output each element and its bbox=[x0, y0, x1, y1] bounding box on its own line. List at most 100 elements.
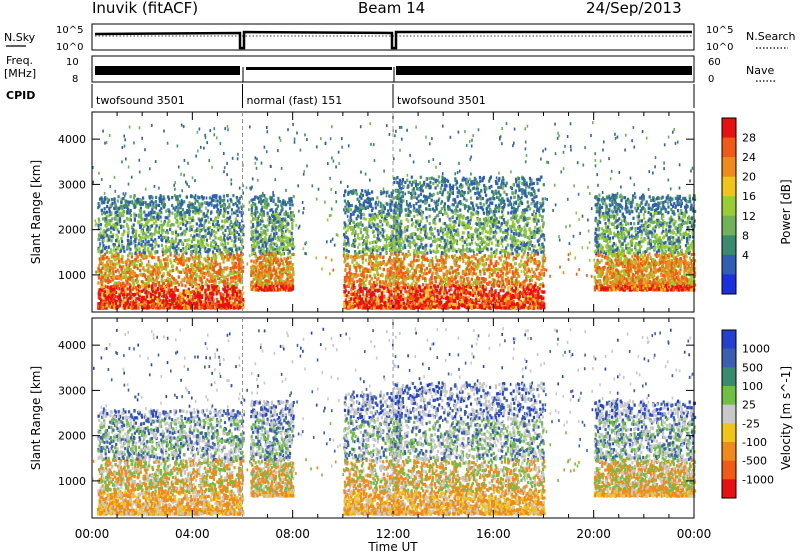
data-cell bbox=[279, 217, 281, 220]
data-cell bbox=[155, 263, 157, 266]
data-cell bbox=[129, 303, 131, 306]
data-cell bbox=[280, 253, 282, 256]
data-cell bbox=[112, 223, 114, 226]
data-cell bbox=[175, 196, 177, 199]
data-cell bbox=[292, 279, 294, 282]
data-cell bbox=[106, 250, 108, 253]
data-cell bbox=[97, 281, 99, 284]
data-cell bbox=[363, 253, 365, 256]
data-cell bbox=[361, 189, 363, 192]
data-cell bbox=[217, 220, 219, 223]
freq-tick-bottom: 8 bbox=[72, 74, 78, 85]
data-cell bbox=[229, 284, 231, 287]
data-cell bbox=[183, 211, 185, 214]
data-cell bbox=[136, 264, 138, 267]
data-cell bbox=[351, 244, 353, 247]
data-cell bbox=[250, 283, 252, 286]
data-cell bbox=[147, 267, 149, 270]
data-cell bbox=[381, 214, 383, 217]
data-cell bbox=[344, 221, 346, 224]
data-cell bbox=[348, 219, 350, 222]
data-cell bbox=[153, 268, 155, 271]
data-cell bbox=[215, 303, 217, 306]
data-cell bbox=[373, 274, 375, 277]
data-cell bbox=[170, 283, 172, 286]
data-cell bbox=[289, 250, 291, 253]
data-cell bbox=[111, 272, 113, 275]
data-cell bbox=[369, 198, 371, 201]
data-cell bbox=[167, 231, 169, 234]
data-cell bbox=[137, 274, 139, 277]
data-cell bbox=[389, 287, 391, 290]
data-cell bbox=[106, 234, 108, 237]
data-cell bbox=[180, 203, 182, 206]
data-cell bbox=[134, 252, 136, 255]
data-cell bbox=[125, 289, 127, 292]
data-cell bbox=[227, 242, 229, 245]
data-cell bbox=[155, 283, 157, 286]
data-cell bbox=[163, 258, 165, 261]
data-cell bbox=[182, 269, 184, 272]
data-cell bbox=[129, 275, 131, 278]
data-cell bbox=[131, 272, 133, 275]
data-cell bbox=[265, 238, 267, 241]
data-cell bbox=[160, 259, 162, 262]
data-cell bbox=[215, 286, 217, 289]
data-cell bbox=[230, 198, 232, 201]
power-cells bbox=[92, 121, 696, 310]
data-cell bbox=[230, 300, 232, 303]
data-cell bbox=[105, 217, 107, 220]
data-cell bbox=[260, 227, 262, 230]
data-cell bbox=[160, 216, 162, 219]
data-cell bbox=[149, 244, 151, 247]
data-cell bbox=[106, 197, 108, 200]
nsky-label: N.Sky bbox=[4, 31, 36, 44]
data-cell bbox=[121, 301, 123, 304]
data-cell bbox=[108, 246, 110, 249]
data-cell bbox=[157, 258, 159, 261]
data-cell bbox=[113, 306, 115, 309]
data-cell bbox=[158, 284, 160, 287]
data-cell bbox=[360, 213, 362, 216]
data-cell bbox=[255, 217, 257, 220]
data-cell bbox=[221, 220, 223, 223]
data-cell bbox=[127, 208, 129, 211]
data-cell bbox=[359, 269, 361, 272]
data-cell bbox=[201, 195, 203, 198]
data-cell bbox=[158, 281, 160, 284]
data-cell bbox=[194, 283, 196, 286]
data-cell bbox=[147, 203, 149, 206]
data-cell bbox=[168, 210, 170, 213]
data-cell bbox=[181, 242, 183, 245]
data-cell bbox=[166, 216, 168, 219]
data-cell bbox=[343, 284, 345, 287]
data-cell bbox=[286, 237, 288, 240]
data-cell bbox=[103, 211, 105, 214]
data-cell bbox=[197, 241, 199, 244]
data-cell bbox=[215, 236, 217, 239]
data-cell bbox=[197, 291, 199, 294]
data-cell bbox=[365, 218, 367, 221]
data-cell bbox=[155, 220, 157, 223]
data-cell bbox=[99, 288, 101, 291]
data-cell bbox=[118, 257, 120, 260]
data-cell bbox=[369, 255, 371, 258]
data-cell bbox=[376, 196, 378, 199]
data-cell bbox=[286, 267, 288, 270]
data-cell bbox=[219, 305, 221, 308]
data-cell bbox=[376, 271, 378, 274]
data-cell bbox=[211, 259, 213, 262]
data-cell bbox=[265, 279, 267, 282]
data-cell bbox=[128, 231, 130, 234]
data-cell bbox=[234, 239, 236, 242]
data-cell bbox=[137, 260, 139, 263]
data-cell bbox=[111, 217, 113, 220]
data-cell bbox=[345, 231, 347, 234]
data-cell bbox=[186, 269, 188, 272]
data-cell bbox=[181, 295, 183, 298]
data-cell bbox=[121, 233, 123, 236]
data-cell bbox=[205, 272, 207, 275]
data-cell bbox=[369, 204, 371, 207]
data-cell bbox=[180, 281, 182, 284]
data-cell bbox=[207, 250, 209, 253]
